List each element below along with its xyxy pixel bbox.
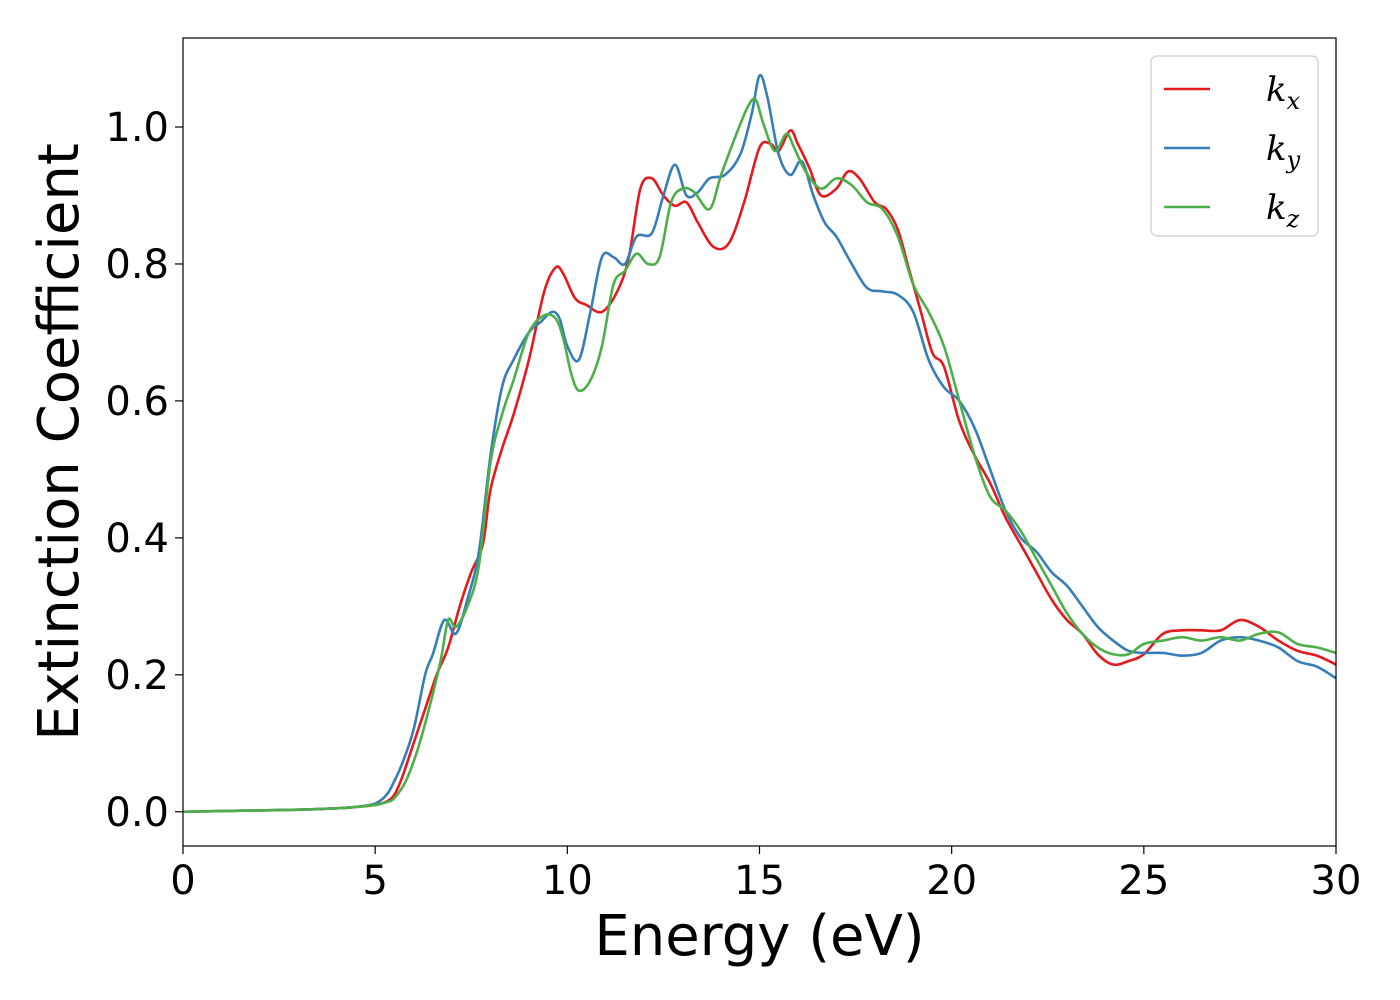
x-tick-label: 15 bbox=[734, 858, 785, 904]
legend-label-main: k bbox=[1266, 129, 1287, 169]
y-axis: 0.0 0.2 0.4 0.6 0.8 1.0 bbox=[105, 105, 183, 836]
legend-label-ky: ky bbox=[1266, 129, 1301, 174]
legend-label-subscript: z bbox=[1286, 205, 1300, 233]
x-tick-label: 5 bbox=[362, 858, 387, 904]
legend-box bbox=[1150, 55, 1319, 237]
series-line-kz bbox=[183, 97, 1336, 814]
x-axis: 0 5 10 15 20 25 30 bbox=[170, 846, 1361, 904]
x-tick-label: 20 bbox=[926, 858, 977, 904]
y-tick-label: 0.8 bbox=[105, 242, 169, 288]
x-tick-label: 10 bbox=[542, 858, 593, 904]
y-tick-label: 1.0 bbox=[105, 105, 169, 151]
legend-label-main: k bbox=[1266, 188, 1287, 228]
x-tick-label: 0 bbox=[170, 858, 195, 904]
y-tick-label: 0.0 bbox=[105, 790, 169, 836]
legend-label-kz: kz bbox=[1266, 188, 1300, 233]
x-axis-title: Energy (eV) bbox=[594, 904, 924, 969]
legend-label-subscript: y bbox=[1286, 146, 1301, 174]
y-tick-label: 0.4 bbox=[105, 516, 169, 562]
legend-label-kx: kx bbox=[1266, 70, 1301, 115]
legend-label-subscript: x bbox=[1287, 87, 1301, 115]
legend-label-main: k bbox=[1266, 70, 1287, 110]
y-tick-label: 0.6 bbox=[105, 379, 169, 425]
series-line-ky bbox=[183, 73, 1336, 814]
series-layer bbox=[183, 73, 1336, 814]
y-tick-label: 0.2 bbox=[105, 653, 169, 699]
x-tick-label: 30 bbox=[1311, 858, 1362, 904]
series-line-kx bbox=[183, 129, 1336, 814]
y-axis-title: Extinction Coefficient bbox=[27, 143, 92, 741]
x-tick-label: 25 bbox=[1118, 858, 1169, 904]
